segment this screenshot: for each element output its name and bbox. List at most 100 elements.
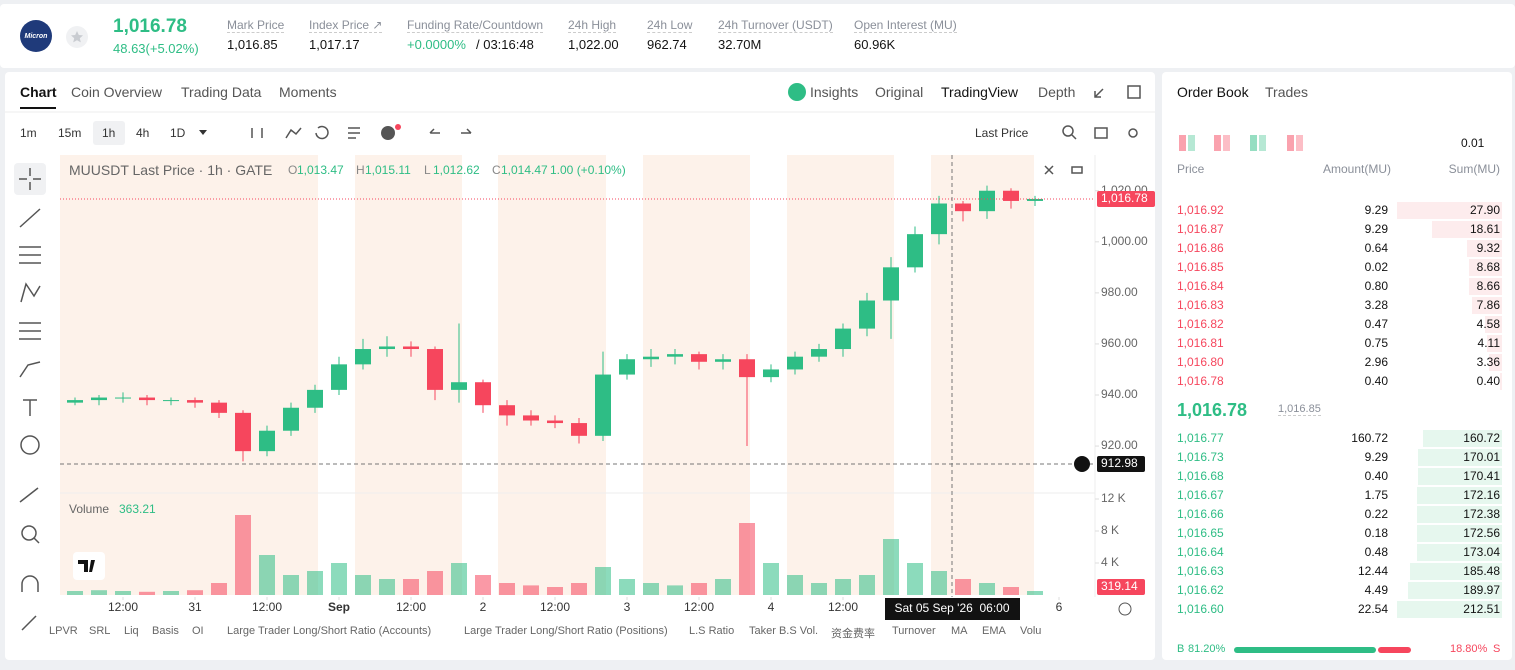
candle-body xyxy=(1003,190,1019,201)
indicator[interactable]: Volu xyxy=(1020,625,1042,637)
interval[interactable]: 1D xyxy=(170,126,186,140)
volume-bar xyxy=(307,571,323,595)
candle-body xyxy=(595,374,611,436)
tab[interactable]: Moments xyxy=(279,84,337,100)
crosshair-price-box xyxy=(1097,456,1145,472)
x-tick-label: 12:00 xyxy=(828,600,858,614)
book-sum: 172.16 xyxy=(1463,488,1500,502)
indicator-icon[interactable] xyxy=(381,126,395,140)
book-sum: 0.40 xyxy=(1476,374,1500,388)
interval[interactable]: 1m xyxy=(20,126,37,140)
volume-bar xyxy=(427,571,443,595)
book-price[interactable]: 1,016.83 xyxy=(1177,298,1224,312)
book-price[interactable]: 1,016.60 xyxy=(1177,602,1224,616)
indicator[interactable]: L.S Ratio xyxy=(689,625,735,637)
book-price[interactable]: 1,016.63 xyxy=(1177,564,1224,578)
interval[interactable]: 15m xyxy=(58,126,82,140)
book-mode-icon xyxy=(1188,135,1195,151)
candle-body xyxy=(499,405,515,416)
book-price[interactable]: 1,016.78 xyxy=(1177,374,1224,388)
indicator[interactable]: LPVR xyxy=(49,625,78,637)
candle-body xyxy=(811,349,827,357)
book-price[interactable]: 1,016.62 xyxy=(1177,583,1224,597)
book-price[interactable]: 1,016.68 xyxy=(1177,469,1224,483)
y2-tick-label: 12 K xyxy=(1101,491,1126,505)
volume-bar xyxy=(691,583,707,595)
book-price[interactable]: 1,016.80 xyxy=(1177,355,1224,369)
last-price-box xyxy=(1097,190,1155,207)
book-amount: 0.80 xyxy=(1364,279,1388,293)
buy-ratio-label: 81.20% xyxy=(1188,643,1226,655)
book-price[interactable]: 1,016.77 xyxy=(1177,431,1224,445)
ohlc-key: L xyxy=(424,163,431,177)
book-tab[interactable]: Trades xyxy=(1265,84,1309,100)
indicator[interactable]: Basis xyxy=(152,625,179,637)
book-price[interactable]: 1,016.92 xyxy=(1177,203,1224,217)
volume-bar xyxy=(763,563,779,595)
active-tool xyxy=(14,163,46,195)
x-tick-label: 4 xyxy=(768,600,775,614)
indicator[interactable]: Liq xyxy=(124,625,139,637)
stat-value: 1,017.17 xyxy=(309,37,360,52)
book-price[interactable]: 1,016.84 xyxy=(1177,279,1224,293)
indicator[interactable]: Taker B.S Vol. xyxy=(749,625,819,637)
stat-value: 1,016.85 xyxy=(227,37,278,52)
book-price[interactable]: 1,016.81 xyxy=(1177,336,1224,350)
book-amount: 1.75 xyxy=(1364,488,1388,502)
indicator[interactable]: 资金费率 xyxy=(831,628,875,640)
indicator[interactable]: OI xyxy=(192,625,204,637)
settings-icon[interactable] xyxy=(1118,602,1132,616)
stat-value: +0.0000% xyxy=(407,37,466,52)
candle-body xyxy=(403,346,419,350)
interval[interactable]: 4h xyxy=(136,126,150,140)
book-price[interactable]: 1,016.65 xyxy=(1177,526,1224,540)
candle-body xyxy=(787,356,803,370)
book-sum: 172.38 xyxy=(1463,507,1500,521)
book-price[interactable]: 1,016.66 xyxy=(1177,507,1224,521)
tab[interactable]: Trading Data xyxy=(181,84,262,100)
precision[interactable]: 0.01 xyxy=(1461,136,1485,150)
book-price[interactable]: 1,016.85 xyxy=(1177,260,1224,274)
x-tick-label: 2 xyxy=(480,600,487,614)
volume-bar xyxy=(403,579,419,595)
tab[interactable]: Coin Overview xyxy=(71,84,163,100)
book-price[interactable]: 1,016.64 xyxy=(1177,545,1224,559)
view-tab[interactable]: Depth xyxy=(1038,84,1076,100)
view-tab[interactable]: Original xyxy=(875,84,924,100)
volume-bar xyxy=(739,523,755,595)
book-price[interactable]: 1,016.82 xyxy=(1177,317,1224,331)
volume-bar xyxy=(211,583,227,595)
book-mode-icon xyxy=(1287,135,1294,151)
tab[interactable]: Chart xyxy=(20,84,57,100)
candle-body xyxy=(691,354,707,362)
insights-icon xyxy=(788,83,806,101)
book-price[interactable]: 1,016.87 xyxy=(1177,222,1224,236)
y2-tick-label: 8 K xyxy=(1101,523,1119,537)
book-price[interactable]: 1,016.73 xyxy=(1177,450,1224,464)
indicator[interactable]: EMA xyxy=(982,625,1006,637)
indicator[interactable]: MA xyxy=(951,625,968,637)
price-source[interactable]: Last Price xyxy=(975,126,1029,140)
change-legend: 1.00 (+0.10%) xyxy=(550,163,626,177)
sell-ratio-bar xyxy=(1378,647,1411,653)
candle-body xyxy=(667,354,683,357)
interval[interactable]: 1h xyxy=(102,126,116,140)
indicator[interactable]: SRL xyxy=(89,625,111,637)
book-price[interactable]: 1,016.86 xyxy=(1177,241,1224,255)
x-tick-label: 12:00 xyxy=(108,600,138,614)
view-tab[interactable]: Insights xyxy=(810,84,859,100)
last-price-label: 1,016.78 xyxy=(1101,191,1148,205)
volume-bar xyxy=(499,583,515,595)
volume-bar xyxy=(955,579,971,595)
x-tick-label: Sep xyxy=(328,600,350,614)
indicator[interactable]: Large Trader Long/Short Ratio (Accounts) xyxy=(227,625,432,637)
plot: 920.00940.00960.00980.001,000.001,020.00… xyxy=(60,155,1155,620)
view-tab[interactable]: TradingView xyxy=(941,84,1019,100)
stat-value: / 03:16:48 xyxy=(476,37,534,52)
book-column: Sum(MU) xyxy=(1448,162,1500,176)
book-tab[interactable]: Order Book xyxy=(1177,84,1249,100)
book-price[interactable]: 1,016.67 xyxy=(1177,488,1224,502)
indicator[interactable]: Large Trader Long/Short Ratio (Positions… xyxy=(464,625,668,637)
ohlc-key: C xyxy=(492,163,501,177)
indicator[interactable]: Turnover xyxy=(892,625,936,637)
